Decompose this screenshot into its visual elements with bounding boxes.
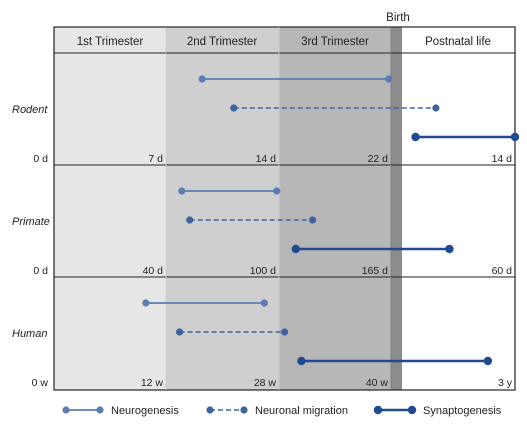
- tick-label: 0 d: [33, 265, 48, 277]
- legend: Neurogenesis Neuronal migration Synaptogen…: [62, 405, 502, 417]
- migration-start-dot: [175, 328, 184, 336]
- tick-label: 0 w: [32, 377, 49, 389]
- synaptogenesis-end-dot: [510, 132, 520, 142]
- species-row-rodent: Rodent 0 d 7 d 14 d 22 d 14 d: [12, 75, 520, 165]
- neurogenesis-end-dot: [260, 299, 268, 307]
- legend-synaptogenesis-label: Synaptogenesis: [423, 405, 502, 417]
- frame-border: [53, 26, 516, 391]
- neurogenesis-start-dot: [198, 75, 206, 83]
- tick-label: 22 d: [368, 153, 389, 165]
- tick-label: 165 d: [362, 265, 388, 277]
- phase-header-3: Postnatal life: [425, 36, 491, 48]
- legend-migration-dot-right: [240, 406, 248, 414]
- tick-label: 0 d: [33, 153, 48, 165]
- phase-header-0: 1st Trimester: [77, 36, 144, 48]
- species-row-primate: Primate 0 d 40 d 100 d 165 d 60 d: [12, 187, 512, 277]
- tick-label: 100 d: [250, 265, 276, 277]
- legend-neurogenesis-label: Neurogenesis: [111, 405, 179, 417]
- synaptogenesis-start-dot: [291, 244, 300, 254]
- phase-header-2: 3rd Trimester: [301, 36, 369, 48]
- phase-headers: 1st Trimester 2nd Trimester 3rd Trimester P…: [77, 36, 491, 48]
- tick-label: 12 w: [141, 377, 164, 389]
- frame-and-dividers: [53, 26, 516, 391]
- tick-label: 60 d: [492, 265, 513, 277]
- migration-end-dot: [309, 216, 317, 224]
- migration-start-dot: [186, 216, 194, 224]
- species-label: Primate: [12, 216, 50, 228]
- legend-migration-label: Neuronal migration: [255, 405, 348, 417]
- migration-end-dot: [432, 104, 440, 112]
- legend-neurogenesis-dot-left: [62, 406, 70, 414]
- tick-label: 3 y: [498, 377, 513, 389]
- birth-label: Birth: [386, 12, 410, 24]
- species-label: Human: [12, 328, 47, 340]
- neurogenesis-start-dot: [178, 187, 186, 195]
- band-birth: [391, 27, 402, 390]
- tick-label: 40 d: [143, 265, 164, 277]
- synaptogenesis-end-dot: [483, 356, 493, 366]
- migration-start-dot: [230, 104, 238, 112]
- legend-synaptogenesis-dot-left: [373, 405, 383, 415]
- legend-neurogenesis-dot-right: [96, 406, 104, 414]
- species-rows: Rodent 0 d 7 d 14 d 22 d 14 d Primate 0 d 40 d 10…: [12, 75, 520, 389]
- band-3rd-trimester: [279, 27, 391, 390]
- tick-label: 28 w: [254, 377, 277, 389]
- neurogenesis-start-dot: [142, 299, 150, 307]
- neurogenesis-end-dot: [385, 75, 393, 83]
- phase-bands: [54, 27, 515, 390]
- synaptogenesis-start-dot: [297, 356, 306, 366]
- tick-label: 7 d: [148, 153, 163, 165]
- migration-end-dot: [281, 328, 289, 336]
- species-label: Rodent: [12, 104, 48, 116]
- band-postnatal: [402, 27, 515, 390]
- phase-header-1: 2nd Trimester: [187, 36, 257, 48]
- tick-label: 14 d: [256, 153, 277, 165]
- tick-label: 40 w: [366, 377, 389, 389]
- legend-migration-dot-left: [206, 406, 214, 414]
- band-2nd-trimester: [166, 27, 279, 390]
- species-row-human: Human 0 w 12 w 28 w 40 w 3 y: [12, 299, 513, 389]
- tick-label: 14 d: [492, 153, 513, 165]
- neurogenesis-end-dot: [273, 187, 281, 195]
- band-1st-trimester: [54, 27, 166, 390]
- synaptogenesis-end-dot: [445, 244, 454, 254]
- synaptogenesis-start-dot: [411, 132, 420, 142]
- legend-synaptogenesis-dot-right: [407, 405, 417, 415]
